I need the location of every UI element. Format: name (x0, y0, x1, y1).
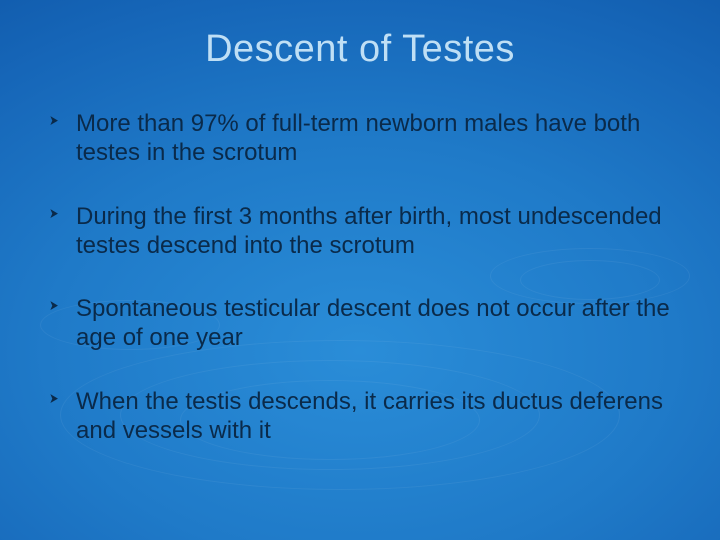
list-item: When the testis descends, it carries its… (48, 387, 672, 446)
slide-title: Descent of Testes (48, 28, 672, 71)
slide-container: Descent of Testes More than 97% of full-… (0, 0, 720, 540)
list-item: More than 97% of full-term newborn males… (48, 109, 672, 168)
list-item: During the first 3 months after birth, m… (48, 202, 672, 261)
list-item: Spontaneous testicular descent does not … (48, 294, 672, 353)
bullet-list: More than 97% of full-term newborn males… (48, 109, 672, 445)
